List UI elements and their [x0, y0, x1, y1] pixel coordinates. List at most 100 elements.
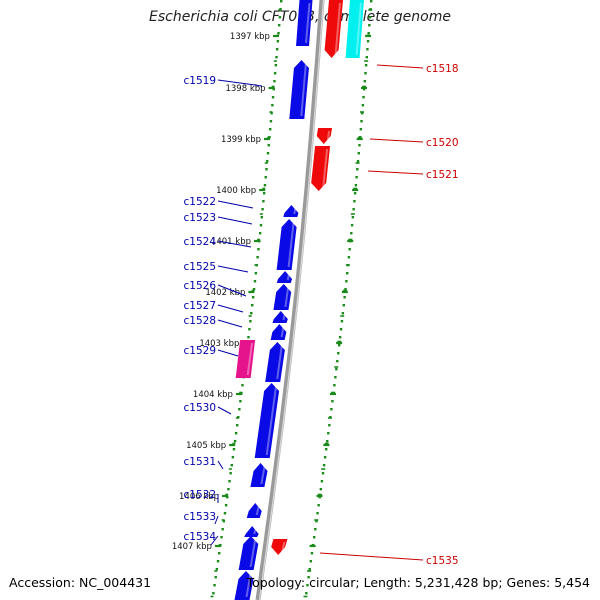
ruler-dot-left	[223, 512, 227, 515]
genome-backbone	[255, 0, 325, 600]
gene-c1535[interactable]	[271, 539, 288, 555]
gene-c1520[interactable]	[316, 128, 333, 144]
gene-label-c1529[interactable]: c1529	[184, 345, 217, 357]
ruler-dot-right	[310, 552, 314, 555]
gene-c1529[interactable]	[235, 340, 256, 378]
gene-shine	[276, 344, 283, 380]
gene-top-red[interactable]	[324, 0, 343, 58]
ruler-dot-left	[233, 440, 237, 443]
ruler-dot-right	[325, 448, 328, 451]
ruler-dot-right	[338, 336, 342, 339]
gene-label-c1530[interactable]: c1530	[184, 402, 217, 414]
ruler-label: 1405 kbp	[186, 441, 226, 451]
gene-label-c1528[interactable]: c1528	[184, 315, 217, 327]
ruler-dot-right	[317, 504, 320, 507]
gene-shine	[246, 342, 254, 376]
leader-line-c1523	[217, 216, 253, 225]
gene-c1519[interactable]	[289, 60, 309, 119]
gene-shine	[245, 573, 252, 598]
gene-top-blue[interactable]	[296, 0, 313, 46]
ruler-dot-left	[232, 448, 236, 451]
gene-shine	[293, 207, 297, 215]
ruler-dot-left	[275, 56, 278, 59]
ruler-label: 1403 kbp	[199, 339, 239, 349]
gene-label-c1523[interactable]: c1523	[184, 212, 217, 224]
genome-backbone-highlight	[258, 0, 325, 600]
ruler-dot-right	[360, 120, 363, 123]
ruler-dot-left	[263, 184, 267, 187]
accession-text: Accession: NC_004431	[9, 575, 152, 590]
gene-label-c1522[interactable]: c1522	[184, 196, 217, 208]
ruler-dot-left	[253, 280, 257, 283]
gene-c1522[interactable]	[283, 205, 299, 217]
ruler-dot-left	[269, 120, 273, 123]
ruler-dot-left	[229, 472, 232, 475]
gene-label-c1531[interactable]: c1531	[184, 456, 217, 468]
ruler-dot-right	[336, 360, 339, 363]
ruler-dot-left	[218, 552, 221, 555]
ruler-dot-right	[340, 320, 344, 323]
gene-c1525[interactable]	[276, 271, 293, 283]
ruler-dot-left	[238, 408, 241, 411]
ruler-dot-left	[259, 224, 263, 227]
gene-label-c1527[interactable]: c1527	[184, 300, 217, 312]
ruler-dot-right	[355, 176, 358, 179]
gene-label-c1519[interactable]: c1519	[184, 75, 217, 87]
gene-label-c1525[interactable]: c1525	[184, 261, 217, 273]
gene-c1528[interactable]	[270, 324, 287, 340]
gene-label-c1524[interactable]: c1524	[184, 236, 217, 248]
ruler-dot-right	[347, 256, 351, 259]
ruler-dot-right	[344, 288, 347, 291]
gene-c1534a[interactable]	[244, 526, 259, 537]
gene-c1534b[interactable]	[238, 536, 259, 570]
ruler-label: 1397 kbp	[230, 32, 270, 42]
gene-label-c1520[interactable]: c1520	[426, 137, 459, 149]
gene-c1529b[interactable]	[265, 342, 285, 382]
gene-c1533[interactable]	[246, 503, 262, 518]
ruler-dot-right	[305, 592, 308, 595]
gene-label-c1521[interactable]: c1521	[426, 169, 459, 181]
leader-line-c1534	[210, 535, 219, 546]
gene-c1527[interactable]	[272, 311, 288, 323]
ruler-dot-right	[334, 376, 337, 379]
ruler-dot-left	[260, 216, 263, 219]
leader-line-c1519	[217, 79, 263, 87]
ruler-dot-right	[330, 408, 333, 411]
ruler-dot-left	[228, 480, 231, 483]
gene-c1531[interactable]	[250, 463, 268, 487]
gene-label-c1533[interactable]: c1533	[184, 511, 217, 523]
ruler-dot-right	[318, 496, 321, 499]
gene-label-c1535[interactable]: c1535	[426, 555, 459, 567]
gene-shine	[281, 541, 286, 553]
leader-line-c1531	[217, 460, 224, 470]
gene-c1530[interactable]	[254, 383, 280, 458]
ruler-dot-left	[271, 104, 274, 107]
gene-shine	[286, 273, 291, 281]
ruler-dot-right	[356, 160, 360, 163]
ruler-dot-left	[215, 568, 219, 571]
ruler-label: 1398 kbp	[225, 84, 265, 94]
gene-c1523-4[interactable]	[276, 219, 297, 270]
ruler-dot-right	[370, 0, 373, 3]
ruler-dot-left	[273, 80, 276, 83]
ruler-dot-left	[270, 112, 273, 115]
ruler-dot-right	[316, 512, 319, 515]
gene-label-c1532[interactable]: c1532	[184, 489, 217, 501]
ruler-dot-left	[276, 40, 280, 43]
gene-c1521[interactable]	[311, 146, 331, 191]
leader-line-c1528	[217, 319, 243, 328]
gene-label-c1534[interactable]: c1534	[184, 531, 217, 543]
ruler-dot-right	[315, 520, 318, 523]
ruler-dot-left	[213, 584, 216, 587]
ruler-dot-right	[351, 216, 355, 219]
gene-shine	[253, 528, 257, 535]
backbone-layer	[255, 0, 325, 600]
gene-label-c1518[interactable]: c1518	[426, 63, 459, 75]
gene-top-cyan[interactable]	[345, 0, 364, 58]
gene-label-c1526[interactable]: c1526	[184, 280, 217, 292]
ruler-dot-left	[258, 232, 262, 235]
ruler-dot-left	[271, 96, 275, 99]
gene-bottom[interactable]	[234, 571, 254, 600]
gene-c1526[interactable]	[273, 284, 292, 310]
